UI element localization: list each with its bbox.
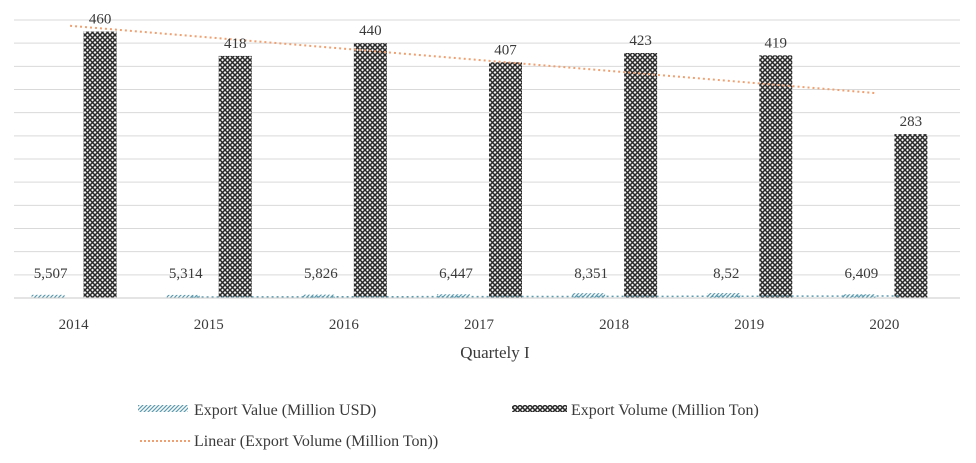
data-label-export-value-2020: 6,409 (845, 266, 879, 282)
legend-label-linear-trend: Linear (Export Volume (Million Ton)) (194, 433, 438, 450)
x-tick-label-2017: 2017 (464, 317, 495, 333)
bar-export-volume-2019 (759, 55, 793, 299)
bar-export-value-2015 (166, 294, 200, 298)
trendline-layer (69, 24, 901, 298)
legend-item-linear-trend: Linear (Export Volume (Million Ton)) (140, 433, 438, 450)
legend-label-export-volume: Export Volume (Million Ton) (571, 402, 759, 419)
legend-item-export-value: Export Value (Million USD) (138, 402, 376, 419)
bar-export-volume-2015 (218, 55, 252, 299)
data-label-export-volume-2016: 440 (359, 23, 382, 39)
legend-label-export-value: Export Value (Million USD) (194, 402, 376, 419)
data-label-export-value-2015: 5,314 (169, 266, 203, 282)
data-labels: 5,507 460 5,314 418 5,826 440 6,447 407 8,351 423… (34, 12, 922, 282)
bar-export-volume-2020 (894, 134, 928, 298)
legend: Export Value (Million USD) Export Volume… (138, 402, 759, 450)
data-label-export-volume-2020: 283 (900, 114, 923, 130)
x-tick-label-2020: 2020 (869, 317, 899, 333)
data-label-export-value-2014: 5,507 (34, 266, 68, 282)
x-tick-label-2016: 2016 (329, 317, 360, 333)
data-label-export-volume-2018: 423 (629, 33, 652, 49)
data-label-export-volume-2017: 407 (494, 42, 517, 58)
legend-swatch-export-value (138, 405, 188, 412)
data-label-export-value-2019: 8,52 (713, 266, 739, 282)
x-axis-title: Quartely I (460, 343, 530, 362)
bar-export-value-2018 (572, 293, 606, 298)
data-label-export-value-2016: 5,826 (304, 266, 338, 282)
x-tick-label-2019: 2019 (734, 317, 764, 333)
bar-export-volume-2017 (489, 62, 522, 298)
gridlines (14, 19, 960, 276)
data-label-export-volume-2019: 419 (765, 35, 788, 51)
data-label-export-value-2017: 6,447 (439, 266, 473, 282)
x-tick-label-2018: 2018 (599, 317, 629, 333)
trendline-export-volume (69, 24, 877, 95)
legend-item-export-volume: Export Volume (Million Ton) (512, 402, 759, 419)
bar-export-volume-2018 (624, 53, 658, 299)
bars (31, 31, 928, 299)
x-tick-label-2014: 2014 (59, 317, 90, 333)
data-label-export-volume-2014: 460 (89, 12, 112, 28)
legend-swatch-export-volume (512, 405, 567, 412)
bar-export-value-2019 (707, 293, 741, 298)
bar-export-volume-2014 (83, 31, 117, 298)
data-label-export-volume-2015: 418 (224, 36, 247, 52)
bar-export-value-2014 (31, 294, 65, 298)
x-tick-label-2015: 2015 (194, 317, 224, 333)
trendline-export-value (191, 295, 901, 298)
data-label-export-value-2018: 8,351 (574, 266, 608, 282)
bar-export-volume-2016 (353, 43, 387, 298)
x-axis: Quartely I 2014 2015 2016 2017 2018 2019 2020 (14, 297, 960, 362)
bar-export-value-2020 (842, 294, 876, 298)
